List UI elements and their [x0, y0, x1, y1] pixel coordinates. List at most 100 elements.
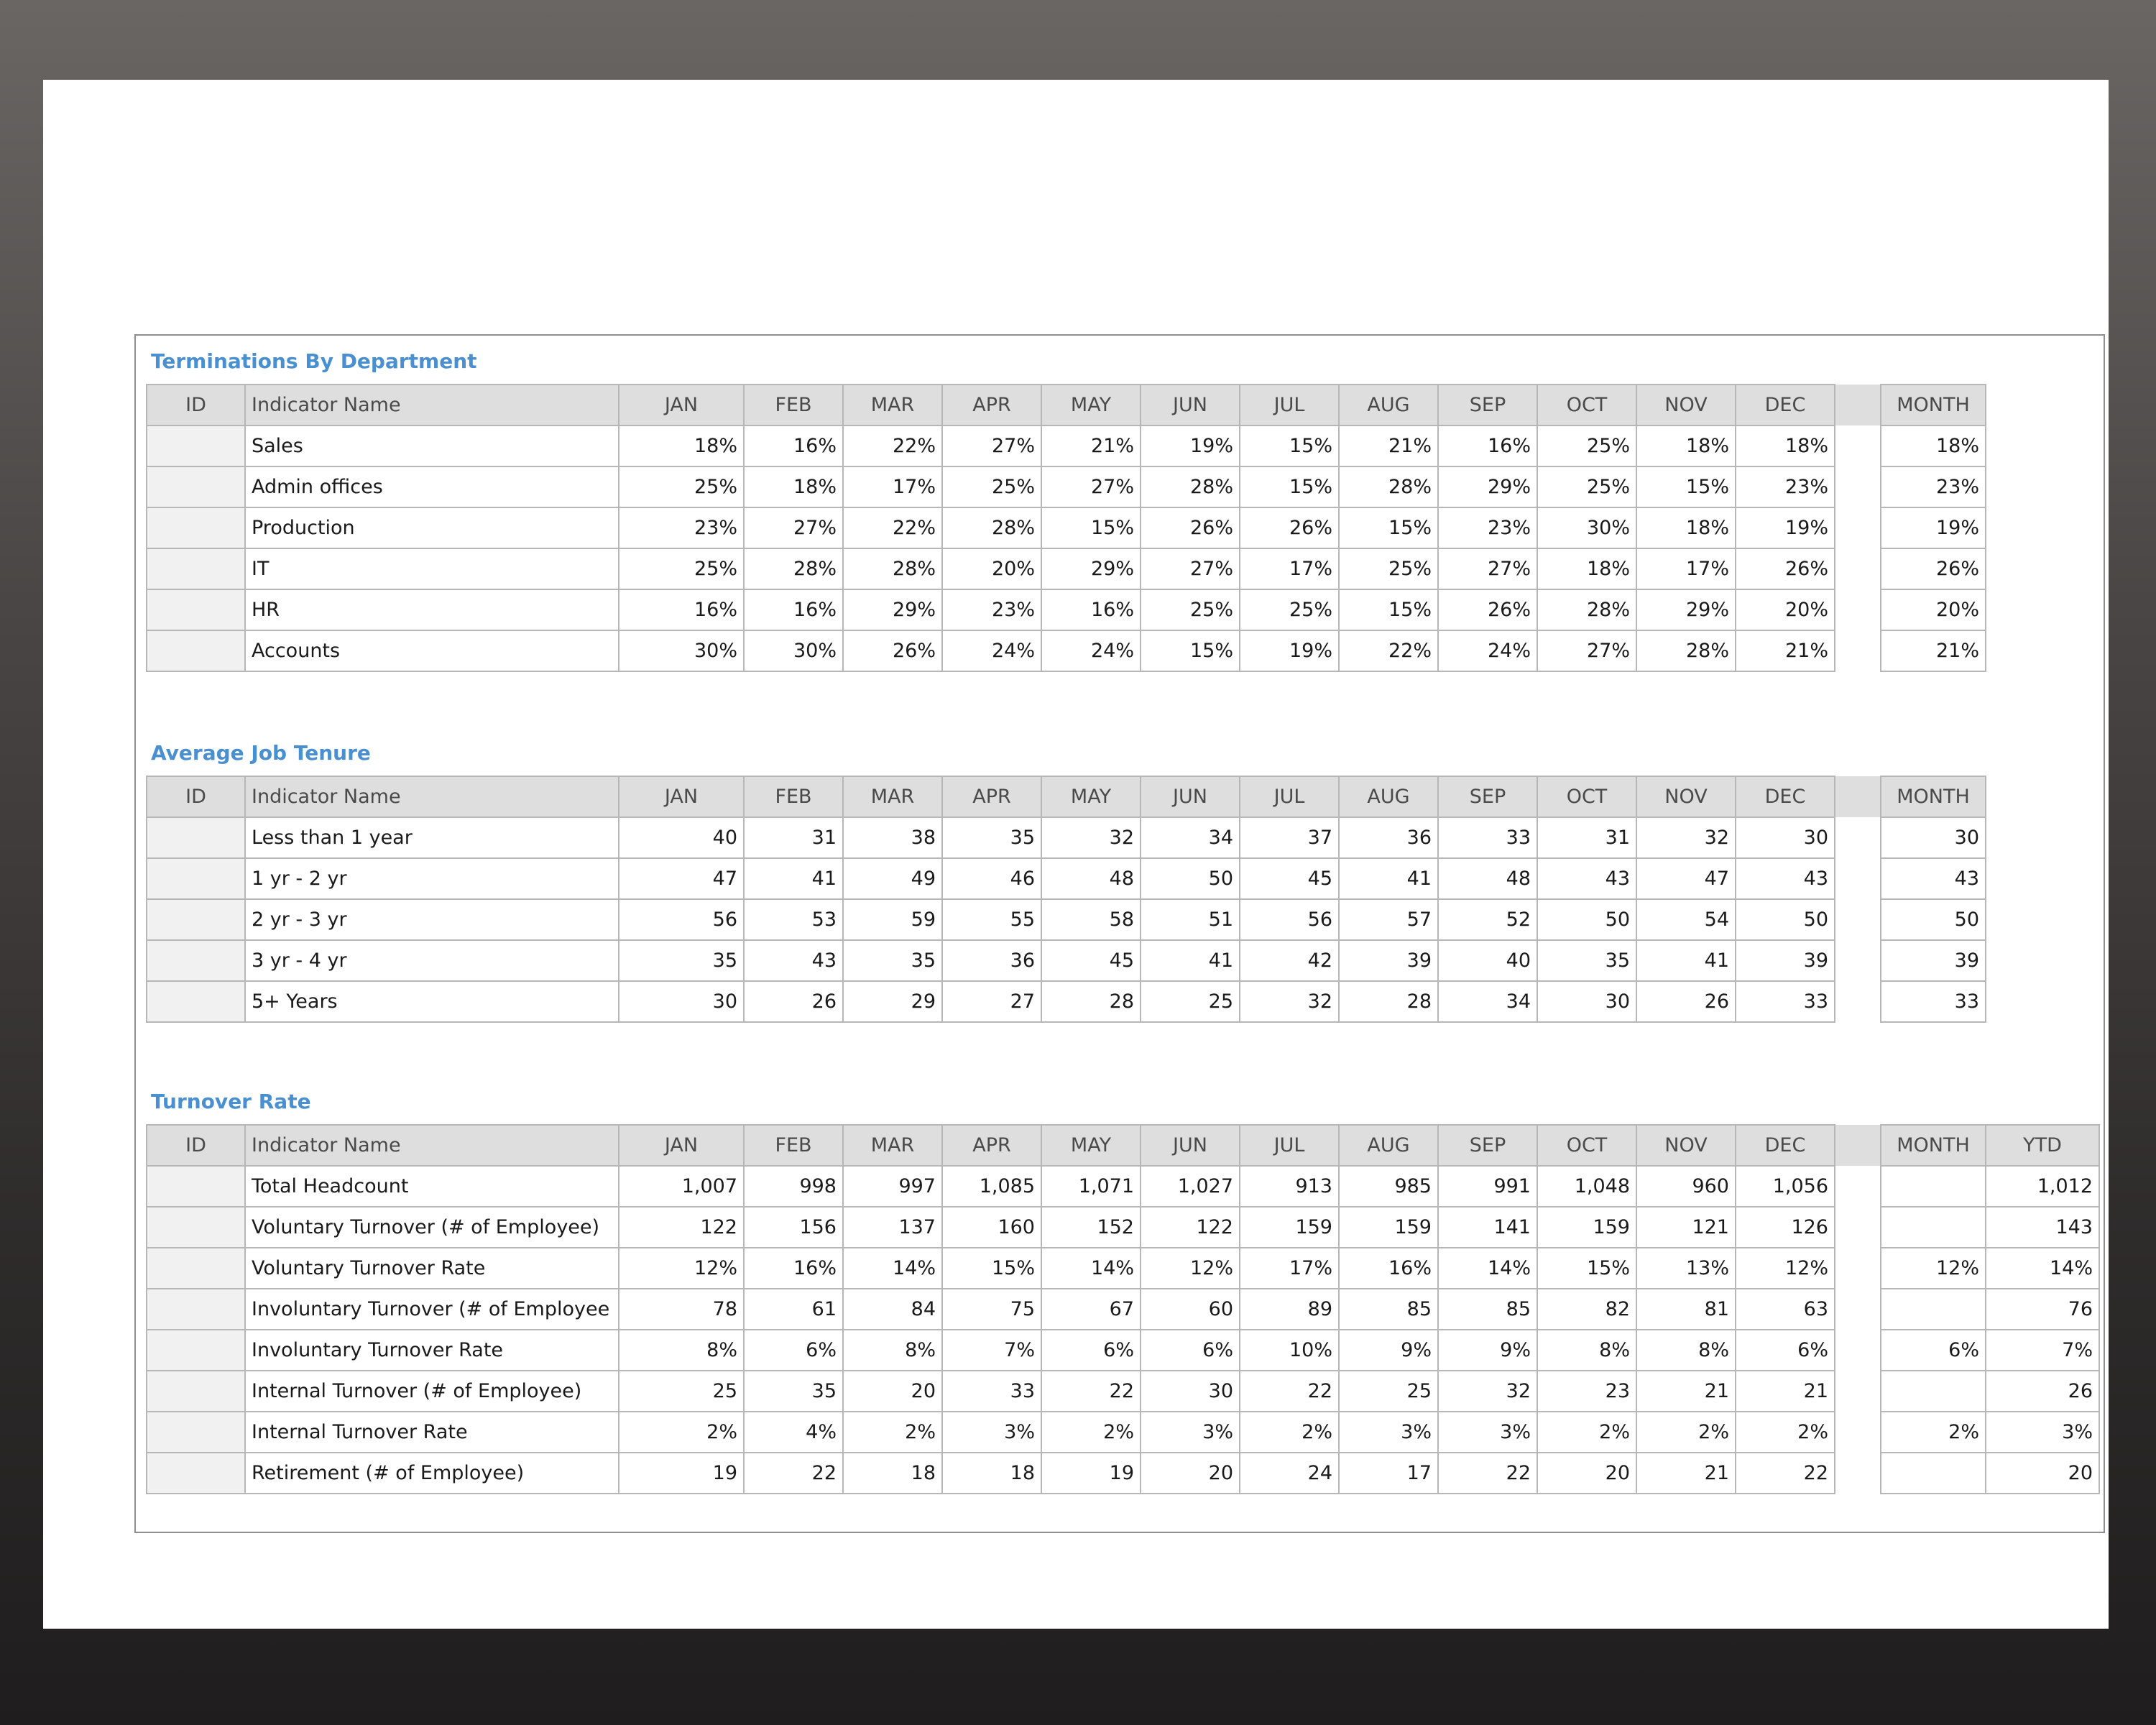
table-row: Internal Turnover (# of Employee) 25 35 20 3…	[146, 1370, 2100, 1412]
month-value-cell: 50	[1880, 898, 1986, 941]
turnover-section-title: Turnover Rate	[151, 1090, 311, 1113]
value-cell-nov: 47	[1636, 857, 1736, 900]
row-id-cell	[146, 1370, 246, 1412]
column-header-indicator: Indicator Name	[244, 1124, 619, 1167]
month-value-cell: 23%	[1880, 466, 1986, 508]
value-cell-mar: 2%	[842, 1411, 943, 1453]
value-cell-oct: 15%	[1537, 1247, 1637, 1289]
value-cell-sep: 23%	[1437, 507, 1538, 549]
column-gap	[1835, 1412, 1881, 1453]
value-cell-jan: 30	[618, 980, 745, 1023]
value-cell-sep: 9%	[1437, 1329, 1538, 1371]
indicator-name-cell: 2 yr - 3 yr	[244, 898, 619, 941]
value-cell-may: 21%	[1041, 425, 1141, 467]
column-header-oct: OCT	[1537, 776, 1637, 818]
value-cell-jul: 26%	[1239, 507, 1340, 549]
value-cell-may: 24%	[1041, 630, 1141, 672]
tenure-section-title: Average Job Tenure	[151, 741, 371, 765]
column-header-jun: JUN	[1140, 1124, 1240, 1167]
value-cell-feb: 31	[743, 816, 844, 859]
indicator-name-cell: Accounts	[244, 630, 619, 672]
value-cell-aug: 3%	[1338, 1411, 1439, 1453]
table-row: Involuntary Turnover (# of Employee 78 61 8…	[146, 1288, 2100, 1330]
row-id-cell	[146, 589, 246, 631]
column-header-jan: JAN	[618, 384, 745, 426]
value-cell-oct: 23	[1537, 1370, 1637, 1412]
column-header-feb: FEB	[743, 1124, 844, 1167]
indicator-name-cell: Production	[244, 507, 619, 549]
value-cell-aug: 57	[1338, 898, 1439, 941]
column-gap	[1835, 1125, 1881, 1166]
value-cell-mar: 26%	[842, 630, 943, 672]
value-cell-jul: 24	[1239, 1452, 1340, 1494]
table-row: 1 yr - 2 yr 47 41 49 46 48 50 45 41 48 43 47 43 43	[146, 857, 1986, 900]
value-cell-sep: 27%	[1437, 548, 1538, 590]
value-cell-sep: 141	[1437, 1206, 1538, 1248]
value-cell-jan: 19	[618, 1452, 745, 1494]
value-cell-oct: 28%	[1537, 589, 1637, 631]
column-header-month: MONTH	[1880, 776, 1986, 818]
table-row: 3 yr - 4 yr 35 43 35 36 45 41 42 39 40 35 41 39 39	[146, 939, 1986, 982]
row-id-cell	[146, 816, 246, 859]
month-value-cell: 6%	[1880, 1329, 1986, 1371]
column-gap	[1835, 630, 1881, 671]
column-header-sep: SEP	[1437, 1124, 1538, 1167]
value-cell-aug: 17	[1338, 1452, 1439, 1494]
column-header-oct: OCT	[1537, 384, 1637, 426]
value-cell-sep: 991	[1437, 1165, 1538, 1208]
column-header-aug: AUG	[1338, 1124, 1439, 1167]
column-gap	[1835, 1166, 1881, 1207]
value-cell-mar: 35	[842, 939, 943, 982]
month-value-cell	[1880, 1206, 1986, 1248]
table-row: Internal Turnover Rate 2% 4% 2% 3% 2% 3% 2% 3% 3%…	[146, 1411, 2100, 1453]
column-header-id: ID	[146, 1124, 246, 1167]
column-gap	[1835, 507, 1881, 548]
column-header-aug: AUG	[1338, 384, 1439, 426]
value-cell-feb: 16%	[743, 589, 844, 631]
column-header-dec: DEC	[1735, 1124, 1835, 1167]
ytd-value-cell: 76	[1985, 1288, 2100, 1330]
value-cell-mar: 20	[842, 1370, 943, 1412]
value-cell-jan: 25%	[618, 548, 745, 590]
value-cell-oct: 2%	[1537, 1411, 1637, 1453]
column-gap	[1835, 899, 1881, 940]
value-cell-may: 15%	[1041, 507, 1141, 549]
column-header-apr: APR	[941, 776, 1042, 818]
value-cell-dec: 20%	[1735, 589, 1835, 631]
row-id-cell	[146, 548, 246, 590]
value-cell-may: 58	[1041, 898, 1141, 941]
value-cell-aug: 22%	[1338, 630, 1439, 672]
value-cell-may: 6%	[1041, 1329, 1141, 1371]
month-value-cell: 2%	[1880, 1411, 1986, 1453]
ytd-value-cell: 14%	[1985, 1247, 2100, 1289]
value-cell-aug: 15%	[1338, 589, 1439, 631]
value-cell-jun: 51	[1140, 898, 1240, 941]
column-header-apr: APR	[941, 384, 1042, 426]
value-cell-apr: 15%	[941, 1247, 1042, 1289]
indicator-name-cell: Total Headcount	[244, 1165, 619, 1208]
value-cell-apr: 23%	[941, 589, 1042, 631]
column-gap	[1835, 981, 1881, 1022]
column-header-nov: NOV	[1636, 776, 1736, 818]
value-cell-mar: 29	[842, 980, 943, 1023]
table-row: 5+ Years 30 26 29 27 28 25 32 28 34 30 26 33 33	[146, 980, 1986, 1023]
value-cell-oct: 31	[1537, 816, 1637, 859]
ytd-value-cell: 26	[1985, 1370, 2100, 1412]
column-gap	[1835, 1289, 1881, 1330]
month-value-cell: 26%	[1880, 548, 1986, 590]
terminations-section-title: Terminations By Department	[151, 349, 477, 373]
value-cell-feb: 16%	[743, 1247, 844, 1289]
column-header-jul: JUL	[1239, 1124, 1340, 1167]
value-cell-oct: 30%	[1537, 507, 1637, 549]
value-cell-aug: 25	[1338, 1370, 1439, 1412]
value-cell-aug: 28%	[1338, 466, 1439, 508]
value-cell-sep: 16%	[1437, 425, 1538, 467]
month-value-cell: 33	[1880, 980, 1986, 1023]
value-cell-feb: 26	[743, 980, 844, 1023]
indicator-name-cell: 5+ Years	[244, 980, 619, 1023]
value-cell-may: 14%	[1041, 1247, 1141, 1289]
value-cell-mar: 17%	[842, 466, 943, 508]
value-cell-jul: 17%	[1239, 1247, 1340, 1289]
value-cell-dec: 22	[1735, 1452, 1835, 1494]
column-header-indicator: Indicator Name	[244, 776, 619, 818]
